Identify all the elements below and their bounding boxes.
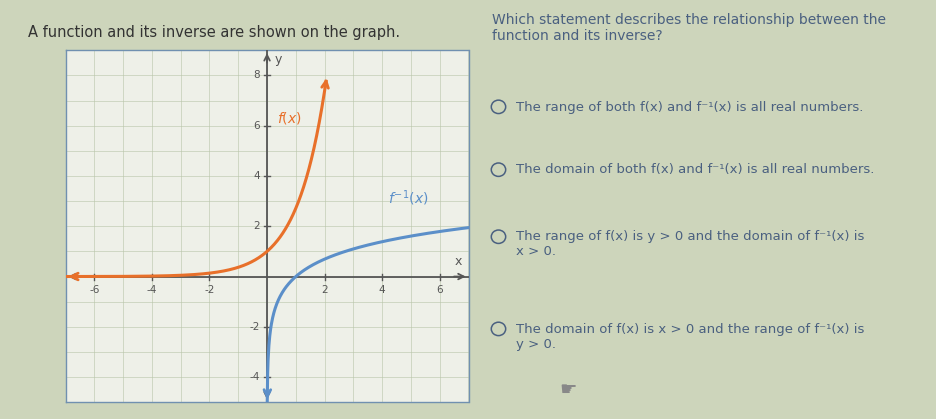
Text: -2: -2 [204, 285, 214, 295]
Text: $f^{-1}(x)$: $f^{-1}(x)$ [388, 189, 428, 208]
Text: 8: 8 [253, 70, 259, 80]
Text: The domain of f(x) is x > 0 and the range of f⁻¹(x) is
y > 0.: The domain of f(x) is x > 0 and the rang… [516, 323, 864, 351]
Text: The range of both f(x) and f⁻¹(x) is all real numbers.: The range of both f(x) and f⁻¹(x) is all… [516, 101, 863, 114]
Text: The range of f(x) is y > 0 and the domain of f⁻¹(x) is
x > 0.: The range of f(x) is y > 0 and the domai… [516, 230, 864, 259]
Text: 4: 4 [253, 171, 259, 181]
Text: 6: 6 [436, 285, 443, 295]
Text: ☛: ☛ [559, 380, 577, 399]
Text: 6: 6 [253, 121, 259, 131]
Text: 2: 2 [253, 221, 259, 231]
Text: -4: -4 [147, 285, 157, 295]
Text: The domain of both f(x) and f⁻¹(x) is all real numbers.: The domain of both f(x) and f⁻¹(x) is al… [516, 163, 874, 176]
Text: y: y [274, 52, 282, 66]
Text: Which statement describes the relationship between the
function and its inverse?: Which statement describes the relationsh… [491, 13, 885, 43]
Text: 2: 2 [321, 285, 328, 295]
Text: $f(x)$: $f(x)$ [277, 110, 301, 126]
Text: -2: -2 [249, 322, 259, 332]
Text: x: x [454, 255, 461, 268]
Text: -4: -4 [249, 372, 259, 382]
Text: A function and its inverse are shown on the graph.: A function and its inverse are shown on … [28, 25, 400, 40]
Text: 4: 4 [378, 285, 385, 295]
Text: -6: -6 [89, 285, 99, 295]
